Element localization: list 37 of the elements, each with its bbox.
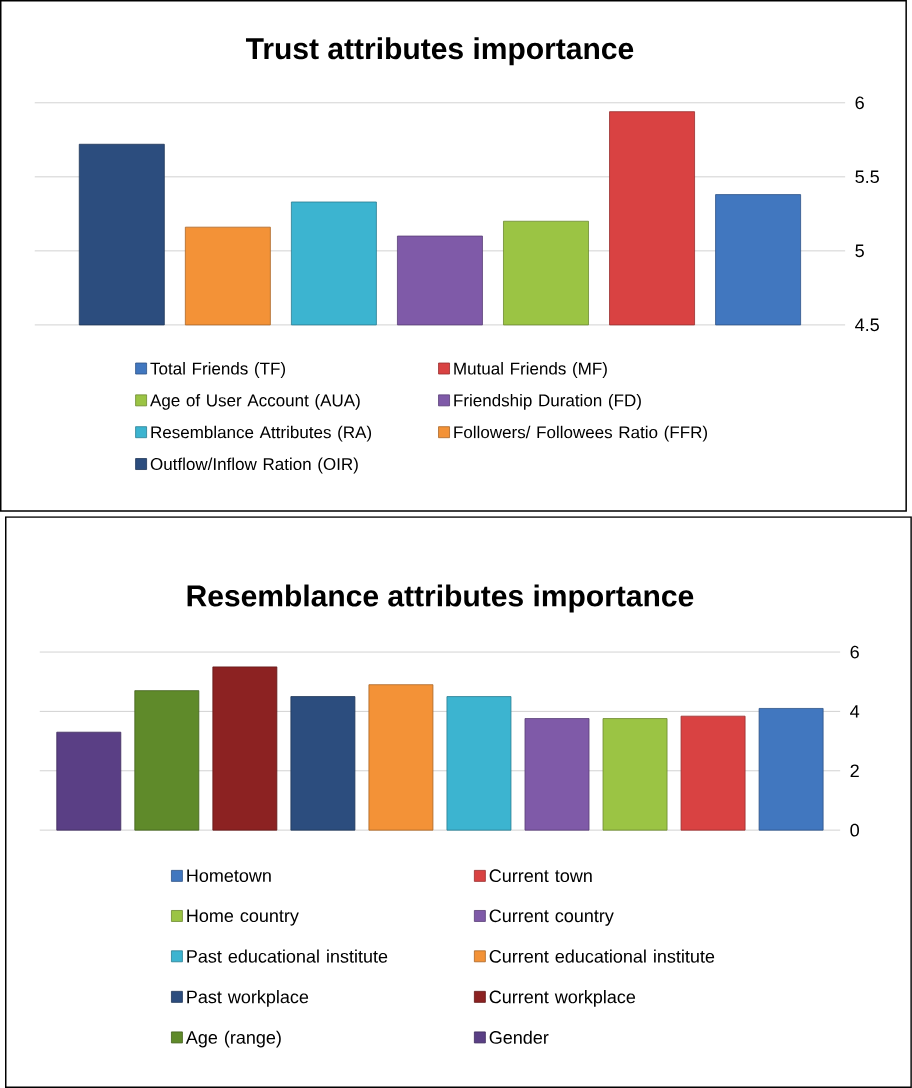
y-tick-label: 0	[850, 823, 860, 837]
y-tick-label: 5	[855, 244, 864, 258]
bar	[602, 718, 668, 831]
bar	[134, 690, 200, 831]
legend-label: Current workplace	[489, 990, 636, 1007]
y-tick-label: 4.5	[855, 318, 879, 332]
legend-label: Current country	[489, 909, 614, 926]
bar	[212, 666, 278, 831]
legend-label: Friendship Duration (FD)	[454, 393, 641, 410]
y-tick-label: 4	[850, 705, 860, 718]
bar	[446, 696, 512, 831]
bar	[680, 715, 746, 831]
legend-label: Past educational institute	[187, 949, 388, 963]
chart-title: Resemblance attributes importance	[187, 584, 694, 613]
y-tick-label: 5.5	[855, 170, 879, 184]
bar	[758, 708, 824, 831]
legend-label: Current town	[489, 869, 592, 883]
y-tick-label: 6	[855, 96, 864, 110]
legend-label: Home country	[187, 909, 299, 926]
legend-label: Followers/ Followees Ratio (FFR)	[454, 425, 708, 442]
chart-title: Trust attributes importance	[246, 37, 634, 66]
y-tick-label: 2	[850, 764, 859, 778]
legend-label: Resemblance Attributes (RA)	[151, 425, 372, 442]
legend-label: Total Friends (TF)	[150, 362, 286, 378]
legend-label: Outflow/Inflow Ration (OIR)	[150, 457, 358, 474]
legend-label: Age of User Account (AUA)	[150, 393, 360, 410]
y-tick-label: 6	[850, 645, 859, 659]
legend-label: Current educational institute	[489, 949, 715, 963]
legend-label: Past workplace	[187, 990, 309, 1007]
bar	[56, 731, 122, 831]
legend-label: Age (range)	[185, 1030, 281, 1048]
legend-label: Mutual Friends (MF)	[454, 362, 607, 378]
bar	[524, 718, 590, 831]
bar	[290, 696, 356, 831]
legend-label: Hometown	[187, 869, 271, 883]
bar	[368, 684, 434, 831]
legend-label: Gender	[489, 1030, 549, 1044]
